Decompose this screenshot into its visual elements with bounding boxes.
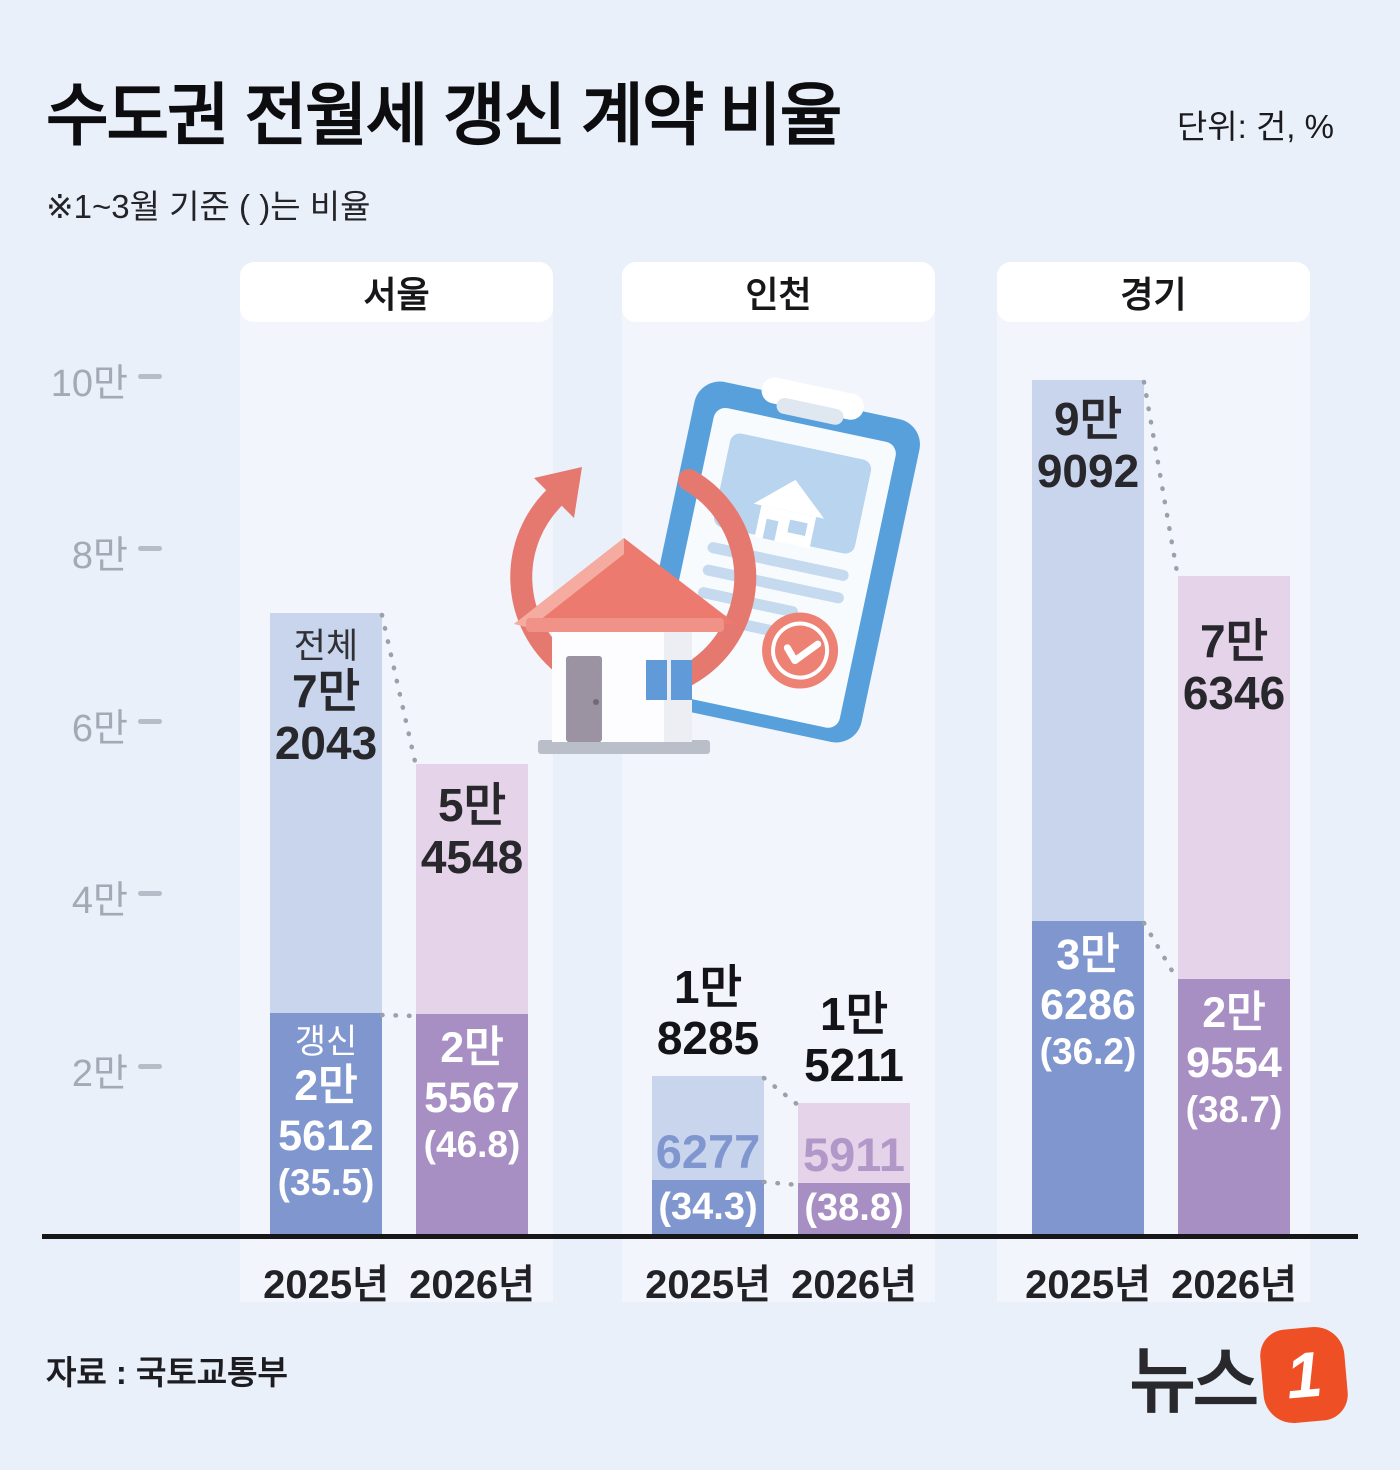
bar-total-label: 7만 6346	[1178, 615, 1290, 719]
news1-logo-text: 뉴스	[1129, 1342, 1259, 1422]
news1-logo-badge: 1	[1258, 1324, 1350, 1425]
bar-renewal	[798, 1183, 910, 1234]
bar-label-line: 5567	[424, 1073, 520, 1122]
bar-label-line: 1만	[674, 961, 742, 1013]
y-tick-label: 10만	[50, 363, 128, 405]
x-axis-label: 2025년	[1025, 1263, 1151, 1307]
page-title: 수도권 전월세 갱신 계약 비율	[46, 78, 842, 154]
news1-logo-number: 1	[1283, 1337, 1325, 1412]
bar-renewal-value: 5911	[803, 1128, 905, 1181]
bar-total-label: 9만 9092	[1032, 393, 1144, 497]
x-axis-label: 2026년	[1171, 1263, 1297, 1307]
bar-label-pct: (35.5)	[277, 1162, 375, 1204]
note-label: ※1~3월 기준 ( )는 비율	[46, 188, 371, 225]
y-tick-mark	[138, 1064, 162, 1069]
bar-renewal-label: 3만 6286 (36.2)	[1032, 931, 1144, 1074]
bar-renewal	[416, 1014, 528, 1234]
bar-label-line: 6286	[1040, 980, 1136, 1029]
y-tick-mark	[138, 374, 162, 379]
bar-label-pct: (36.2)	[1039, 1030, 1137, 1072]
bar-label-line: 2043	[274, 716, 378, 769]
bar-renewal-pct: (38.8)	[804, 1187, 904, 1229]
x-axis-line	[42, 1234, 1358, 1239]
bar-renewal-label: 2만 5567 (46.8)	[416, 1024, 528, 1167]
bar-total-label: 5만 4548	[416, 779, 528, 883]
bar-label-line: 9554	[1186, 1038, 1282, 1087]
bar-label-line: 8285	[656, 1011, 760, 1064]
bar-total-label: 전체 7만 2043	[270, 627, 382, 769]
bar-renewal-value: 6277	[655, 1125, 761, 1178]
bar-label-line: 4548	[420, 830, 524, 883]
x-axis-label: 2026년	[409, 1263, 535, 1307]
bar-renewal-label: 2만 9554 (38.7)	[1178, 989, 1290, 1132]
bar-label-line: 7만	[292, 665, 360, 718]
region-header: 서울	[240, 262, 553, 322]
y-tick-mark	[138, 719, 162, 724]
bar-label-prefix: 갱신	[294, 1023, 358, 1061]
y-tick-label: 6만	[71, 708, 128, 750]
bar-label-line: 5612	[278, 1112, 374, 1161]
bar-label-pct: (46.8)	[423, 1123, 521, 1165]
y-tick-mark	[138, 891, 162, 896]
bar-label-line: 5만	[438, 779, 506, 831]
bar-total-label: 1만 5211	[772, 989, 936, 1090]
bar-label-line: 2만	[1202, 989, 1266, 1037]
bar-renewal-label: 갱신 2만 5612 (35.5)	[270, 1023, 382, 1205]
bar-renewal	[1032, 921, 1144, 1234]
bar-label-pct: (38.7)	[1185, 1088, 1283, 1130]
bar-label-prefix: 전체	[293, 627, 359, 666]
unit-label: 단위: 건, %	[1176, 108, 1334, 145]
y-tick-label: 8만	[71, 535, 128, 577]
bar-label-line: 9092	[1036, 444, 1140, 497]
y-tick-label: 4만	[71, 880, 128, 922]
bar-label-line: 6346	[1182, 666, 1286, 719]
bar-renewal	[270, 1013, 382, 1234]
x-axis-label: 2025년	[645, 1263, 771, 1307]
y-tick-label: 2만	[71, 1053, 128, 1095]
bar-label-line: 3만	[1056, 931, 1120, 979]
region-header: 경기	[997, 262, 1310, 322]
bar-label-line: 9만	[1054, 393, 1122, 445]
bar-label-line: 7만	[1200, 615, 1268, 667]
bar-label-line: 5211	[804, 1038, 904, 1091]
bar-renewal	[652, 1180, 764, 1234]
region-header: 인천	[622, 262, 935, 322]
source-label: 자료 : 국토교통부	[46, 1354, 288, 1391]
bar-label-line: 2만	[440, 1024, 504, 1072]
x-axis-label: 2026년	[791, 1263, 917, 1307]
news1-logo: 뉴스 1	[1129, 1322, 1350, 1427]
bar-label-line: 2만	[294, 1062, 358, 1111]
x-axis-label: 2025년	[263, 1263, 389, 1307]
bar-renewal-pct: (34.3)	[658, 1186, 758, 1228]
bar-total-label: 1만 8285	[626, 962, 790, 1063]
bar-renewal	[1178, 979, 1290, 1234]
bar-label-line: 1만	[820, 988, 888, 1040]
y-tick-mark	[138, 546, 162, 551]
